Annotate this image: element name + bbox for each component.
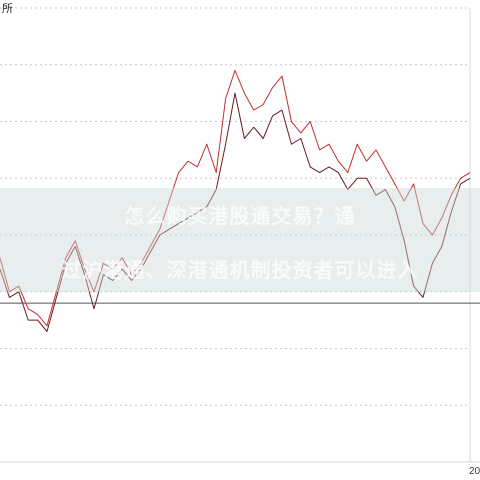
watermark-text-line-1: 怎么购买港股通交易？通 xyxy=(124,206,356,228)
x-axis-tick-label: 20 xyxy=(469,466,480,477)
watermark-text-line-2: 过沪港通、深港通机制投资者可以进入 xyxy=(61,260,419,282)
watermark-band xyxy=(0,188,480,292)
series-line-1 xyxy=(0,69,471,327)
series-line-2 xyxy=(0,92,471,332)
top-label: 所 xyxy=(2,3,13,15)
